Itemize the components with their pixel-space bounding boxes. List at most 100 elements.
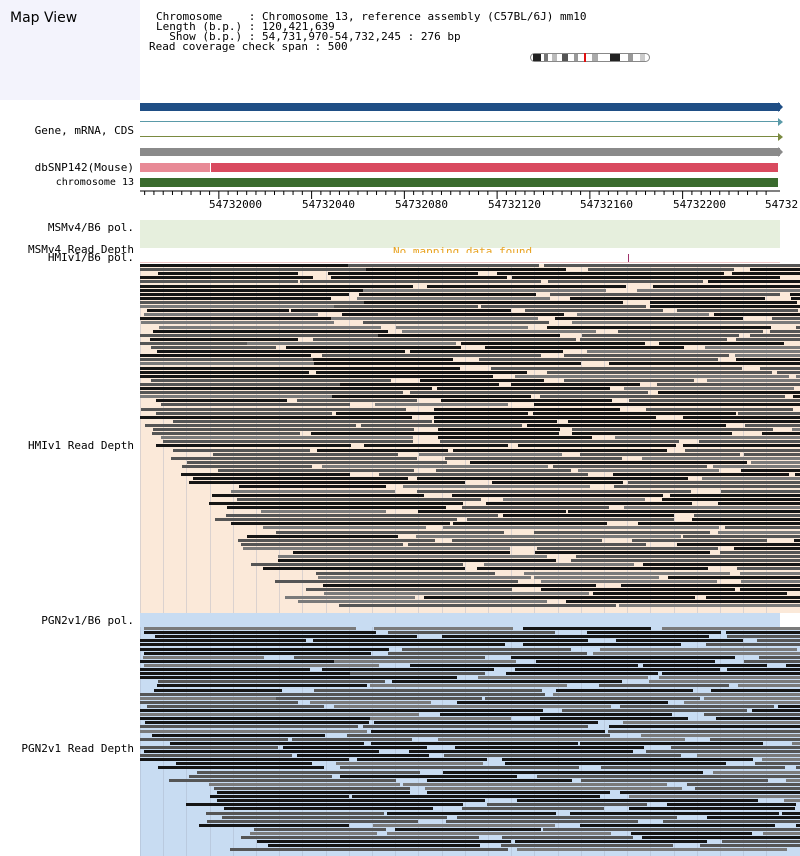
- read-segment: [592, 651, 800, 655]
- read-segment: [217, 799, 486, 803]
- track-label-msm-depth[interactable]: MSMv4 Read Depth: [28, 243, 134, 256]
- grid-line: [673, 627, 675, 856]
- dbsnp-bar-left[interactable]: [140, 163, 210, 172]
- read-segment: [418, 452, 563, 456]
- mrna-line-2[interactable]: [140, 136, 780, 137]
- read-segment: [426, 284, 627, 288]
- read-segment: [144, 721, 369, 725]
- read-segment: [394, 827, 542, 831]
- read-segment: [533, 530, 710, 534]
- read-segment: [140, 668, 310, 671]
- read-segment: [568, 510, 800, 513]
- read-segment: [650, 305, 800, 308]
- read-segment: [453, 448, 668, 452]
- read-segment: [284, 596, 415, 600]
- read-segment: [613, 473, 790, 477]
- chromosome-ideogram[interactable]: [530, 53, 650, 62]
- header-show: Show (b.p.) : 54,731,970-54,732,245 : 27…: [156, 30, 461, 43]
- grid-line: [743, 627, 745, 856]
- read-segment: [761, 432, 800, 436]
- track-label-hmi-depth[interactable]: HMIv1 Read Depth: [28, 439, 134, 452]
- read-segment: [154, 635, 417, 639]
- read-segment: [437, 387, 610, 390]
- read-segment: [572, 321, 800, 325]
- read-segment: [466, 518, 674, 522]
- read-segment: [140, 713, 420, 717]
- read-segment: [564, 354, 729, 358]
- read-segment: [662, 627, 800, 630]
- dbsnp-bar[interactable]: [211, 163, 778, 172]
- pgn-pol-track[interactable]: [140, 613, 780, 627]
- read-segment: [140, 676, 346, 680]
- read-segment: [247, 534, 399, 538]
- track-label-msm-pol[interactable]: MSMv4/B6 pol.: [47, 221, 134, 234]
- read-segment: [622, 721, 800, 725]
- read-segment: [159, 325, 382, 329]
- read-segment: [505, 672, 659, 676]
- read-segment: [623, 505, 800, 509]
- read-segment: [140, 745, 278, 749]
- hmi-read-depth-track[interactable]: [140, 264, 800, 613]
- read-segment: [221, 815, 447, 819]
- grid-line: [534, 627, 536, 856]
- mrna-line-1[interactable]: [140, 121, 780, 122]
- read-segment: [646, 750, 800, 753]
- read-segment: [457, 700, 669, 704]
- ruler-tick-label: 54732000: [209, 198, 262, 211]
- read-segment: [196, 770, 421, 774]
- grid-line: [418, 264, 420, 613]
- read-segment: [540, 717, 688, 721]
- read-segment: [151, 733, 325, 737]
- read-segment: [502, 758, 754, 762]
- track-label-pgn-pol[interactable]: PGN2v1/B6 pol.: [41, 614, 134, 627]
- read-segment: [328, 272, 479, 276]
- read-segment: [182, 464, 312, 468]
- read-segment: [540, 579, 717, 583]
- read-segment: [546, 325, 772, 329]
- read-segment: [226, 514, 499, 518]
- read-segment: [282, 643, 505, 647]
- track-label-dbsnp[interactable]: dbSNP142(Mouse): [34, 161, 134, 174]
- msm-pol-track[interactable]: [140, 220, 780, 248]
- read-segment: [297, 399, 418, 403]
- read-segment: [434, 419, 557, 423]
- read-segment: [570, 296, 766, 300]
- read-segment: [543, 264, 800, 267]
- read-segment: [717, 501, 800, 505]
- read-segment: [576, 555, 800, 559]
- gene-track-bar[interactable]: [140, 103, 780, 111]
- read-segment: [580, 741, 763, 745]
- track-label-hmi-pol[interactable]: HMIv1/B6 pol.: [47, 251, 134, 264]
- read-segment: [454, 745, 644, 749]
- track-label-pgn-depth[interactable]: PGN2v1 Read Depth: [21, 742, 134, 755]
- read-segment: [409, 391, 649, 395]
- read-segment: [292, 551, 511, 554]
- read-segment: [744, 423, 800, 427]
- read-segment: [153, 428, 415, 431]
- read-segment: [643, 563, 800, 567]
- pgn-read-depth-track[interactable]: [140, 627, 800, 856]
- read-segment: [641, 733, 800, 737]
- read-segment: [346, 733, 610, 737]
- read-segment: [140, 395, 334, 399]
- read-segment: [516, 799, 758, 803]
- read-segment: [762, 758, 800, 762]
- cds-bar[interactable]: [140, 148, 780, 156]
- track-label-gene[interactable]: Gene, mRNA, CDS: [34, 124, 134, 137]
- read-segment: [609, 362, 800, 366]
- grid-line: [140, 627, 141, 856]
- snp-marker[interactable]: [628, 254, 629, 262]
- grid-line: [140, 264, 141, 613]
- grid-line: [696, 627, 698, 856]
- msm-depth-track[interactable]: [140, 248, 780, 263]
- read-segment: [386, 832, 612, 835]
- read-segment: [172, 419, 432, 423]
- read-segment: [739, 587, 800, 591]
- read-segment: [581, 333, 740, 337]
- read-segment: [237, 497, 481, 501]
- read-segment: [546, 370, 773, 374]
- read-segment: [726, 668, 800, 671]
- read-segment: [408, 542, 646, 546]
- read-segment: [291, 309, 512, 313]
- track-label-chromosome: chromosome 13: [55, 177, 134, 188]
